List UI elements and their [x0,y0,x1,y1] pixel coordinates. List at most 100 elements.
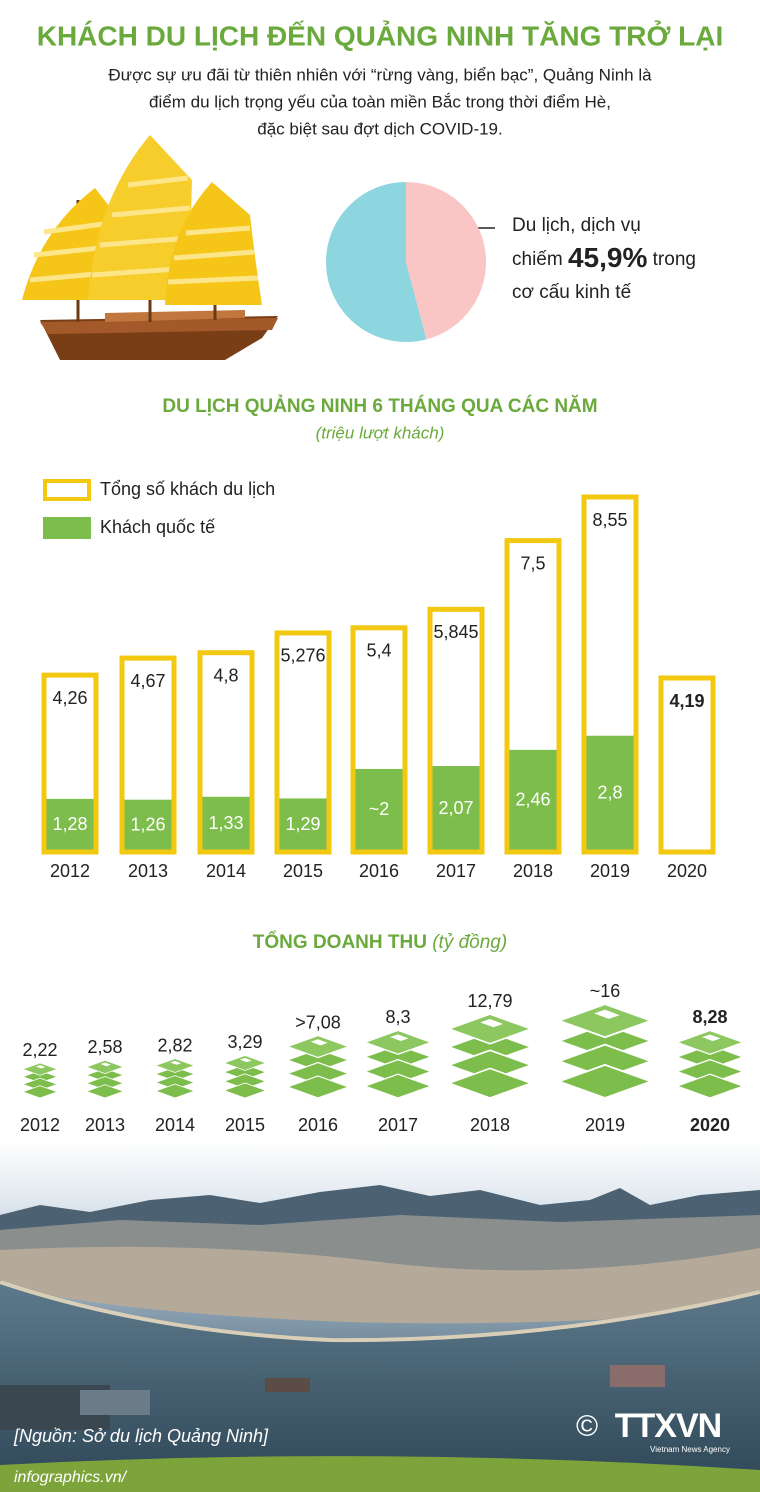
bill-top [446,1013,534,1045]
value-label: 5,4 [366,641,391,661]
value-label: 1,26 [130,815,165,835]
money-stack [222,1055,268,1099]
subtitle-line: điểm du lịch trọng yếu của toàn miền Bắc… [149,92,611,111]
x-tick-label: 2013 [85,1115,125,1135]
x-tick-label: 2020 [667,861,707,881]
bill-top [85,1059,125,1075]
x-tick-label: 2012 [20,1115,60,1135]
bill-mark [239,1057,252,1063]
money-stack [21,1062,59,1099]
bar-international [586,735,634,850]
x-tick-label: 2015 [283,861,323,881]
bill-mark [480,1019,504,1028]
value-label: 2,22 [22,1040,57,1060]
x-tick-label: 2017 [436,861,476,881]
bill-layer [556,1063,654,1099]
bill-top [21,1062,59,1076]
copyright: © [576,1410,598,1443]
bill-top [222,1055,268,1071]
logo-subtitle: Vietnam News Agency [650,1445,730,1454]
value-label: 2,58 [87,1037,122,1057]
source: [Nguồn: Sở du lịch Quảng Ninh] [13,1426,269,1446]
chart-title: TỔNG DOANH THU (tỷ đồng) [253,931,507,953]
bill-layer [85,1084,125,1099]
x-tick-label: 2017 [378,1115,418,1135]
value-label: 1,28 [52,814,87,834]
annotation-prefix: chiếm [512,249,563,270]
bar-international [355,768,403,850]
value-label: 2,82 [157,1035,192,1055]
x-tick-label: 2012 [50,861,90,881]
bill-top [285,1034,351,1059]
value-label: 4,67 [130,671,165,691]
bill-layer [285,1075,351,1099]
money-stack [285,1034,351,1099]
pie-value-label: 45,9% [568,242,647,273]
title: KHÁCH DU LỊCH ĐẾN QUẢNG NINH TĂNG TRỞ LẠ… [37,19,724,51]
subtitle-line: Được sự ưu đãi từ thiên nhiên với “rừng … [108,65,652,84]
bill-layer [674,1073,746,1099]
bill-top [154,1058,196,1073]
pie-slice [325,182,427,342]
value-label: 8,55 [592,510,627,530]
site: infographics.vn/ [14,1469,128,1486]
value-label: 8,28 [692,1007,727,1027]
bill-layer [446,1067,534,1099]
bill-mark [170,1060,182,1065]
annotation-tail: cơ cấu kinh tế [512,282,632,303]
value-label: >7,08 [295,1012,341,1032]
money-stack [85,1059,125,1099]
subtitle-line: đặc biệt sau đợt dịch COVID-19. [257,119,503,138]
bill-mark [35,1065,46,1069]
bill-layer [362,1073,434,1099]
legend-label: Tổng số khách du lịch [100,479,275,499]
x-tick-label: 2016 [359,861,399,881]
value-label: 5,276 [280,646,325,666]
money-stack [362,1029,434,1099]
value-label: 7,5 [520,553,545,573]
money-stack [556,1003,654,1099]
value-label: 2,8 [597,783,622,803]
bill-mark [100,1062,111,1067]
chart-title: DU LỊCH QUẢNG NINH 6 THÁNG QUA CÁC NĂM [162,395,597,417]
boat-illustration [22,135,278,360]
money-stack [674,1029,746,1099]
pie-slice [406,182,486,340]
bill-top [556,1003,654,1039]
x-tick-label: 2015 [225,1115,265,1135]
x-tick-label: 2018 [513,861,553,881]
bar-international [509,749,557,850]
money-stack [154,1058,196,1099]
bill-mark [593,1009,620,1019]
value-label: 8,3 [385,1007,410,1027]
value-label: 4,26 [52,688,87,708]
value-label: 1,33 [208,813,243,833]
x-tick-label: 2014 [206,861,246,881]
bill-top [362,1029,434,1055]
x-tick-label: 2018 [470,1115,510,1135]
bill-mark [310,1039,328,1046]
bar-international [124,799,172,850]
bill-layer [154,1083,196,1099]
legend-swatch [43,479,91,501]
logo: TTXVN [615,1407,721,1445]
value-label: 2,07 [438,798,473,818]
bar-total [658,675,716,855]
x-tick-label: 2019 [590,861,630,881]
value-label: 12,79 [467,991,512,1011]
money-stack [446,1013,534,1099]
pie-annotation: chiếm 45,9% trong [512,242,696,273]
value-label: 3,29 [227,1032,262,1052]
value-label: 4,19 [669,691,704,711]
bar-international [432,766,480,850]
legend-label: Khách quốc tế [100,517,215,537]
x-tick-label: 2014 [155,1115,195,1135]
legend-swatch [43,517,91,539]
bill-mark [702,1034,721,1042]
bar-international [46,798,94,850]
bill-top [674,1029,746,1056]
value-label: 2,46 [515,790,550,810]
city-photo [0,1140,760,1492]
